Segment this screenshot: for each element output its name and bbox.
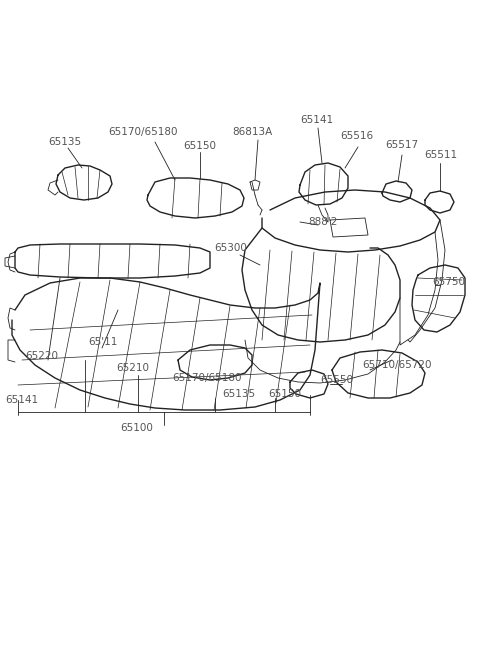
Text: 65517: 65517	[385, 140, 418, 150]
Text: 65141: 65141	[5, 395, 38, 405]
Text: 65150: 65150	[268, 389, 301, 399]
Text: 65550: 65550	[320, 375, 353, 385]
Text: 65511: 65511	[424, 150, 457, 160]
Text: 65135: 65135	[222, 389, 255, 399]
Text: 65220: 65220	[25, 351, 58, 361]
Text: 65'11: 65'11	[88, 337, 118, 347]
Text: 65135: 65135	[48, 137, 81, 147]
Text: 65150: 65150	[183, 141, 216, 151]
Text: 65170/65180: 65170/65180	[108, 127, 178, 137]
Text: 65750: 65750	[432, 277, 465, 287]
Text: 65516: 65516	[340, 131, 373, 141]
Text: 86813A: 86813A	[232, 127, 272, 137]
Text: 65210: 65210	[116, 363, 149, 373]
Text: 65710/65720: 65710/65720	[362, 360, 432, 370]
Text: 65100: 65100	[120, 423, 153, 433]
Text: 888'2: 888'2	[308, 217, 337, 227]
Text: 65300: 65300	[214, 243, 247, 253]
Text: 65170/65180: 65170/65180	[172, 373, 241, 383]
Text: 65141: 65141	[300, 115, 333, 125]
